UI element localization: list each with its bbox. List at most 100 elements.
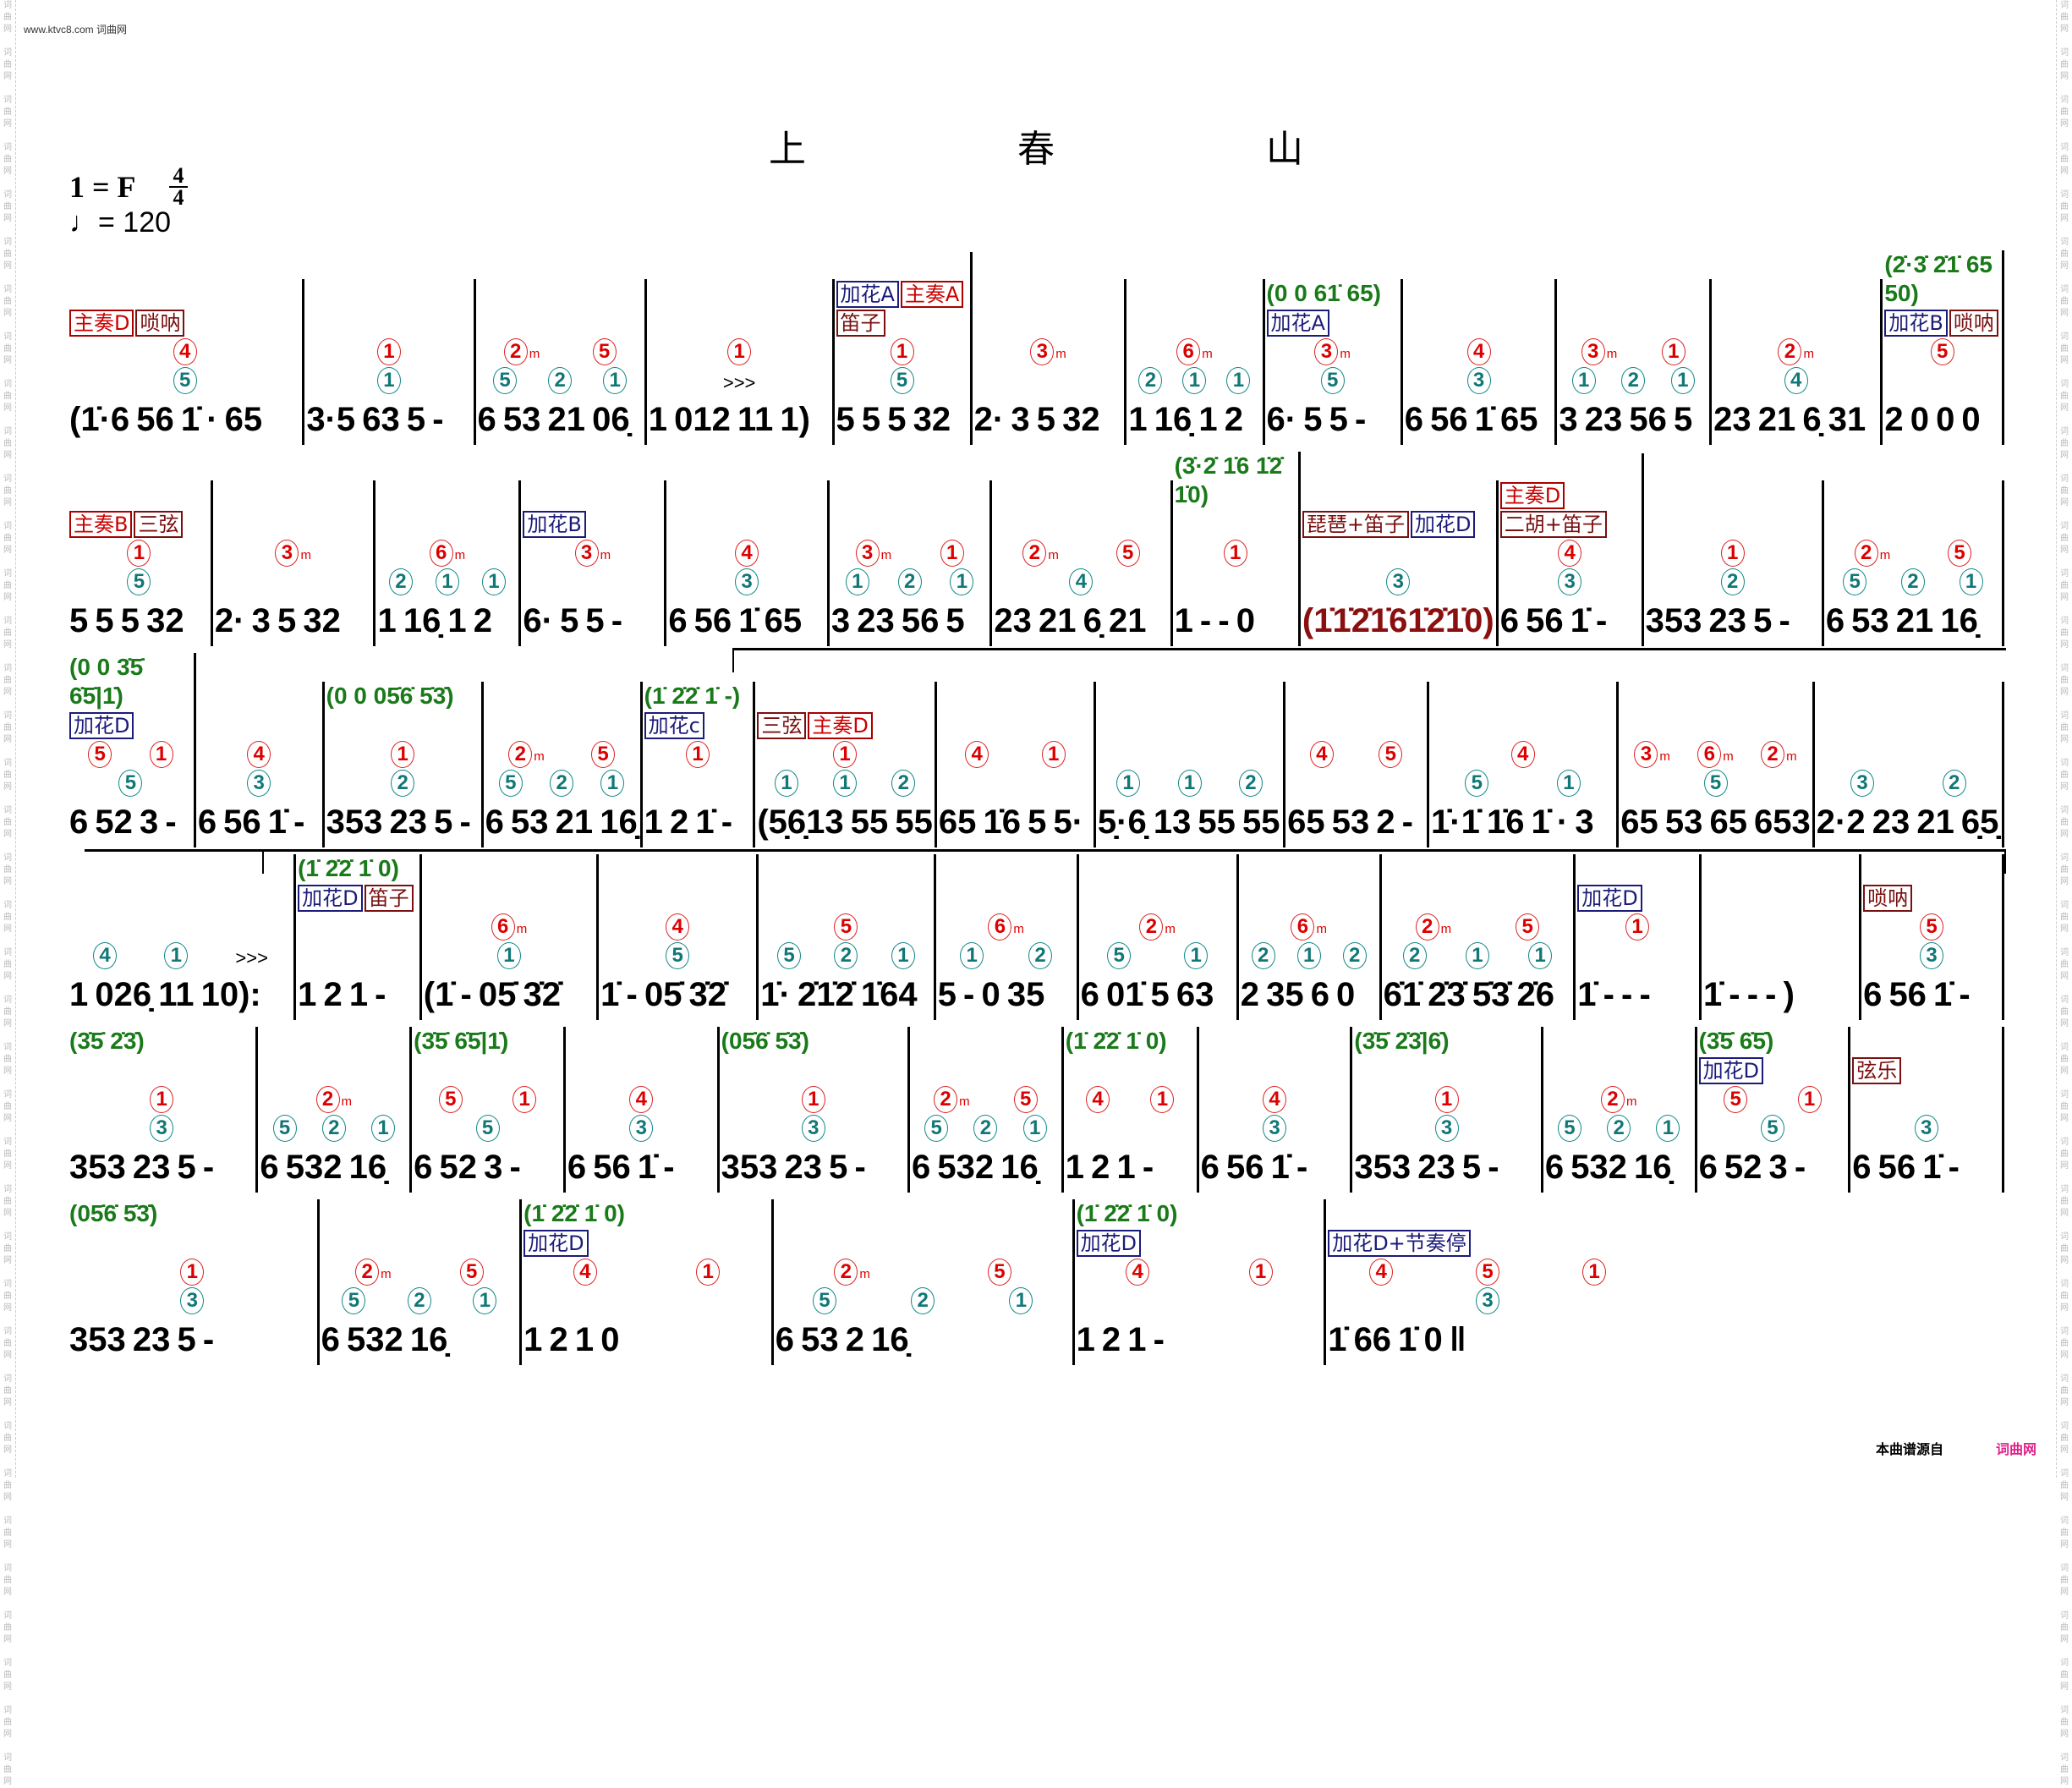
measure: 3 m 2· 3 5 32 — [213, 480, 376, 646]
string-fingering: 1 — [1248, 1259, 1273, 1286]
finger-number: 1 — [1226, 367, 1251, 394]
ornament-line — [912, 1027, 1060, 1056]
instrument-labels — [260, 1056, 408, 1084]
string-fingering-row: 1 — [69, 538, 209, 567]
measure-notes: 6 56 1̇ - — [567, 1149, 675, 1186]
fingering-suffix: m — [859, 1267, 870, 1281]
finger-number: 1 — [960, 942, 984, 969]
circled-number: 2 — [1761, 741, 1785, 768]
finger-number-row: 2 — [1646, 567, 1820, 595]
finger-number: 3 — [1434, 1115, 1459, 1142]
left-watermark-strip: 词曲网词曲网词曲网词曲网词曲网词曲网词曲网词曲网词曲网词曲网词曲网词曲网词曲网词… — [0, 0, 16, 1786]
finger-number-row — [523, 1286, 770, 1314]
string-fingering: 5 — [438, 1086, 463, 1113]
measure-notes: 6 56 1̇ - — [1863, 976, 1971, 1013]
finger-number: 2 — [1720, 568, 1745, 595]
circled-number: 4 — [247, 741, 271, 768]
circled-number: 1 — [1656, 1115, 1680, 1142]
measure-notes: (1̇·6 56 1̇ · 65 — [69, 401, 263, 438]
measure-notes: 6̇1̇ 2̇3̇ 5̇3̇ 2̇6 — [1383, 976, 1554, 1013]
finger-number: 5 — [127, 568, 151, 595]
finger-number-row — [1175, 567, 1296, 595]
circled-number: 2 — [1138, 367, 1163, 394]
ornament-line: (1̇ 2̇2̇ 1̇ 0) — [523, 1200, 626, 1226]
circled-number: 1 — [1009, 1287, 1033, 1314]
finger-number: 1 — [164, 942, 189, 969]
circled-number: 5 — [1107, 942, 1132, 969]
instrument-labels — [377, 509, 517, 538]
finger-number: 5 — [777, 942, 802, 969]
circled-number: 5 — [498, 770, 523, 797]
finger-number: 1 — [1571, 367, 1596, 394]
circled-number: 1 — [727, 338, 752, 365]
measure-notes: 6· 5 5 - — [1266, 401, 1367, 438]
instrument-labels: 加花D — [1076, 1228, 1323, 1257]
ornament-line: (1̇ 2̇2̇ 1̇ 0) — [1065, 1028, 1167, 1054]
finger-number: 5 — [342, 1287, 366, 1314]
string-fingering: 4 — [573, 1259, 597, 1286]
finger-number: 5 — [272, 1115, 297, 1142]
instrument-labels — [198, 710, 321, 739]
finger-number: 1 — [1182, 367, 1207, 394]
finger-number: 1 — [1465, 942, 1489, 969]
string-fingering: 5 — [1115, 540, 1140, 567]
circled-number: 1 — [1434, 1086, 1459, 1113]
circled-number: 5 — [493, 367, 518, 394]
string-fingering-row: 1 — [721, 1084, 906, 1113]
string-fingering: 1 — [833, 741, 858, 768]
circled-number: 6 — [1291, 913, 1315, 941]
finger-number: 2 — [1402, 942, 1427, 969]
measure-notes: 65 1̇6 5 5· — [938, 804, 1084, 841]
ornament-line — [260, 1027, 408, 1056]
time-sig-top: 4 — [173, 163, 184, 188]
circled-number: 3 — [1558, 568, 1582, 595]
measure-notes: 6 56 1̇ - — [1200, 1149, 1308, 1186]
finger-number: 3 — [1386, 568, 1411, 595]
string-fingering: 5 — [1516, 913, 1540, 941]
string-fingering-row — [1098, 739, 1281, 768]
footer-site-link[interactable]: 词曲网 — [1996, 1441, 2037, 1457]
circled-number: 2 — [1251, 942, 1275, 969]
circled-number: 6 — [491, 913, 515, 941]
fingering-suffix: m — [341, 1094, 353, 1109]
finger-number-row: 3 — [721, 1113, 906, 1142]
ornament-line: (3̇·2̇ 1̇6 1̇2̇ 1̇0) — [1174, 452, 1283, 507]
measure-notes: 23 21 6̣ 21 — [994, 602, 1147, 639]
circled-number: 2 — [355, 1259, 380, 1286]
finger-number: 2 — [834, 942, 858, 969]
measure-notes: 6 52 3 - — [414, 1149, 521, 1186]
measure-notes: 6 56 1̇ - — [197, 804, 305, 841]
instrument-labels — [1817, 710, 2000, 739]
finger-number: 1 — [1022, 1115, 1047, 1142]
string-fingering: 1 — [1041, 741, 1066, 768]
string-fingering-row: 1 — [69, 1084, 254, 1113]
measure-notes: 1 2 1 - — [298, 976, 386, 1013]
circled-number: 3 — [1466, 367, 1491, 394]
measure-notes: 6 53 21 06̣ — [477, 401, 630, 438]
title-char: 春 — [1017, 128, 1055, 171]
instrument-labels: 主奏D 唢呐 — [69, 308, 300, 337]
finger-number-row: 5 — [69, 365, 300, 394]
instrument-labels: 加花A — [1266, 308, 1399, 337]
measure-notes: 6 532 16̣ — [912, 1149, 1039, 1186]
string-fingering: 1 — [391, 741, 415, 768]
instrument-labels — [1128, 308, 1260, 337]
finger-number-row — [644, 768, 752, 797]
instrument-labels: 三弦 主奏D — [757, 710, 933, 739]
section-label: 笛子 — [364, 885, 414, 912]
measure-notes: 6 53 21 16̣ — [485, 804, 638, 841]
